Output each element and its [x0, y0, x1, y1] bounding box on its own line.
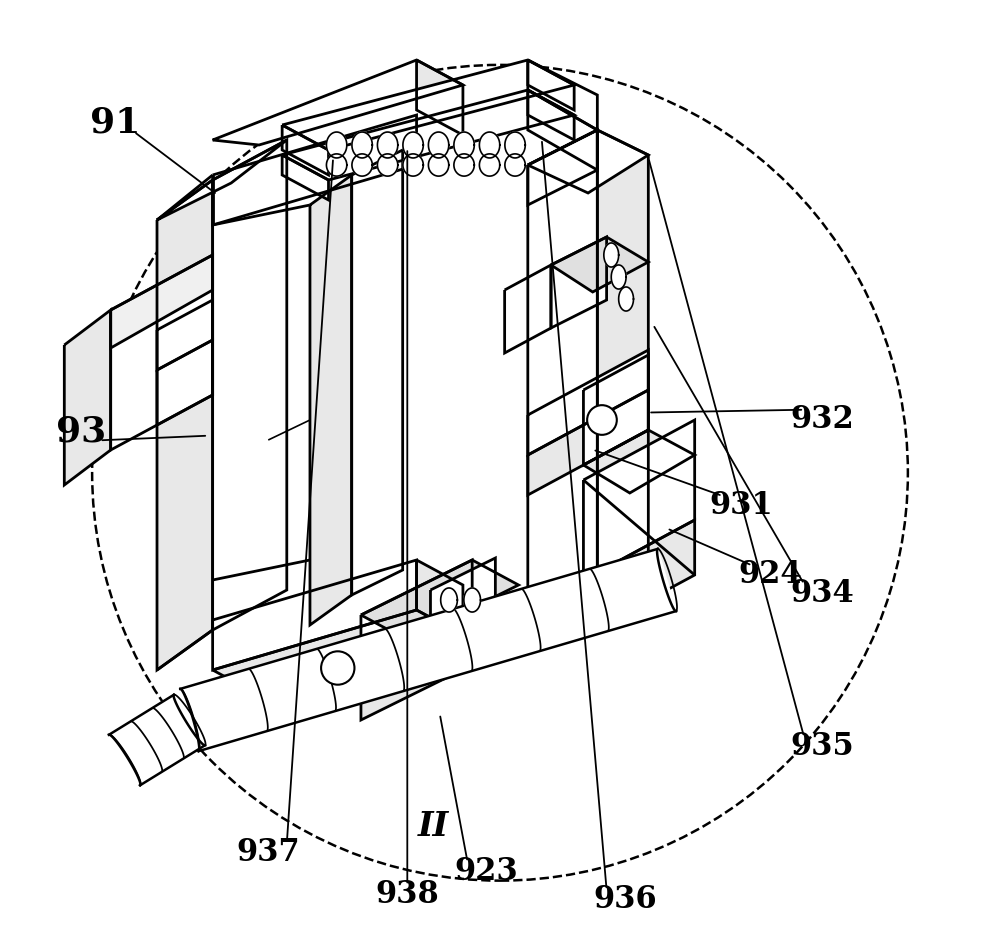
Polygon shape	[310, 175, 352, 625]
Polygon shape	[157, 340, 213, 425]
Text: 934: 934	[791, 578, 854, 609]
Polygon shape	[551, 237, 648, 292]
Polygon shape	[403, 132, 423, 158]
Polygon shape	[111, 255, 213, 450]
Polygon shape	[352, 154, 372, 176]
Polygon shape	[64, 310, 111, 485]
Polygon shape	[528, 60, 574, 110]
Text: 91: 91	[90, 106, 140, 139]
Polygon shape	[583, 430, 695, 493]
Polygon shape	[479, 132, 500, 158]
Text: 938: 938	[375, 879, 439, 910]
Polygon shape	[213, 140, 287, 630]
Text: 931: 931	[709, 489, 773, 521]
Polygon shape	[403, 154, 423, 176]
Text: 936: 936	[593, 883, 657, 915]
Polygon shape	[282, 60, 574, 150]
Polygon shape	[528, 60, 597, 130]
Polygon shape	[528, 90, 574, 140]
Polygon shape	[361, 630, 472, 720]
Polygon shape	[326, 132, 347, 158]
Polygon shape	[528, 350, 648, 455]
Polygon shape	[213, 60, 463, 145]
Text: 937: 937	[236, 837, 300, 869]
Polygon shape	[428, 154, 449, 176]
Polygon shape	[361, 560, 472, 685]
Polygon shape	[464, 588, 481, 612]
Polygon shape	[282, 155, 329, 200]
Circle shape	[321, 652, 354, 685]
Polygon shape	[528, 390, 648, 495]
Polygon shape	[611, 265, 626, 289]
Polygon shape	[326, 154, 347, 176]
Text: 923: 923	[454, 856, 518, 887]
Polygon shape	[454, 154, 474, 176]
Polygon shape	[583, 355, 648, 465]
Polygon shape	[505, 154, 525, 176]
Polygon shape	[454, 132, 474, 158]
Polygon shape	[551, 237, 607, 328]
Polygon shape	[157, 180, 213, 670]
Polygon shape	[109, 694, 205, 785]
Polygon shape	[597, 130, 648, 595]
Text: 935: 935	[791, 730, 854, 762]
Text: 932: 932	[791, 403, 854, 435]
Polygon shape	[180, 549, 676, 751]
Polygon shape	[583, 520, 695, 635]
Polygon shape	[505, 265, 551, 353]
Polygon shape	[111, 255, 213, 348]
Polygon shape	[619, 287, 633, 311]
Polygon shape	[604, 243, 619, 267]
Polygon shape	[282, 125, 329, 175]
Polygon shape	[528, 130, 597, 205]
Polygon shape	[282, 90, 574, 180]
Polygon shape	[157, 140, 287, 220]
Polygon shape	[528, 130, 597, 605]
Polygon shape	[213, 115, 417, 225]
Polygon shape	[528, 90, 597, 170]
Polygon shape	[352, 132, 372, 158]
Text: 924: 924	[739, 559, 802, 590]
Polygon shape	[441, 588, 457, 612]
Circle shape	[587, 405, 617, 435]
Polygon shape	[377, 154, 398, 176]
Polygon shape	[583, 420, 695, 580]
Text: II: II	[418, 810, 449, 844]
Polygon shape	[361, 560, 519, 640]
Polygon shape	[377, 132, 398, 158]
Polygon shape	[213, 610, 463, 695]
Polygon shape	[430, 558, 495, 648]
Polygon shape	[428, 132, 449, 158]
Polygon shape	[352, 150, 403, 595]
Text: 93: 93	[56, 414, 106, 448]
Polygon shape	[417, 60, 463, 135]
Polygon shape	[479, 154, 500, 176]
Polygon shape	[213, 560, 417, 670]
Polygon shape	[505, 132, 525, 158]
Polygon shape	[157, 300, 213, 370]
Polygon shape	[417, 560, 463, 635]
Polygon shape	[528, 130, 648, 193]
